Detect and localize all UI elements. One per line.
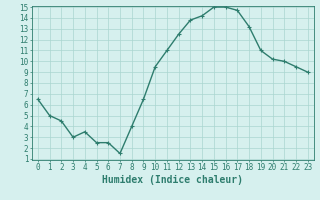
- X-axis label: Humidex (Indice chaleur): Humidex (Indice chaleur): [102, 175, 243, 185]
